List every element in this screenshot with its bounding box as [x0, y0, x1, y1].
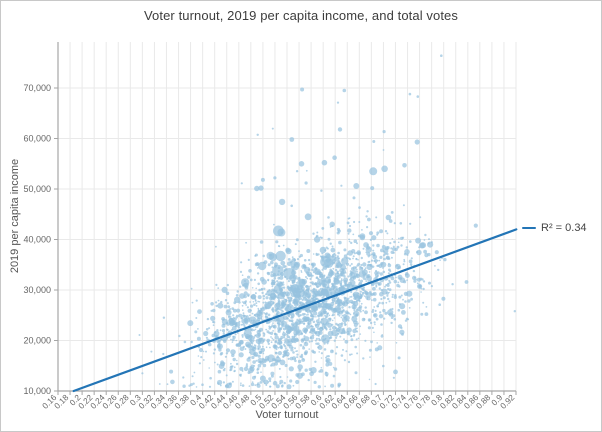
- svg-text:70,000: 70,000: [23, 83, 51, 93]
- y-tick-labels: 10,000 20,000 30,000 40,000 50,000 60,000 70,0…: [23, 83, 51, 396]
- svg-text:60,000: 60,000: [23, 134, 51, 144]
- y-axis-title: 2019 per capita income: [9, 158, 21, 274]
- data-points: [138, 54, 516, 390]
- chart-title: Voter turnout, 2019 per capita income, a…: [144, 8, 458, 23]
- tick-marks: [54, 87, 517, 395]
- x-axis-title: Voter turnout: [255, 409, 319, 421]
- svg-text:20,000: 20,000: [23, 336, 51, 346]
- trendline-swatch-icon: [522, 226, 536, 230]
- svg-text:10,000: 10,000: [23, 386, 51, 396]
- svg-text:40,000: 40,000: [23, 235, 51, 245]
- svg-text:30,000: 30,000: [23, 285, 51, 295]
- trendline-legend-label: R² = 0.34: [541, 222, 587, 234]
- trendline: [72, 228, 518, 393]
- trendline-legend: R² = 0.34: [522, 222, 587, 234]
- svg-text:0.92: 0.92: [498, 392, 517, 411]
- svg-text:50,000: 50,000: [23, 184, 51, 194]
